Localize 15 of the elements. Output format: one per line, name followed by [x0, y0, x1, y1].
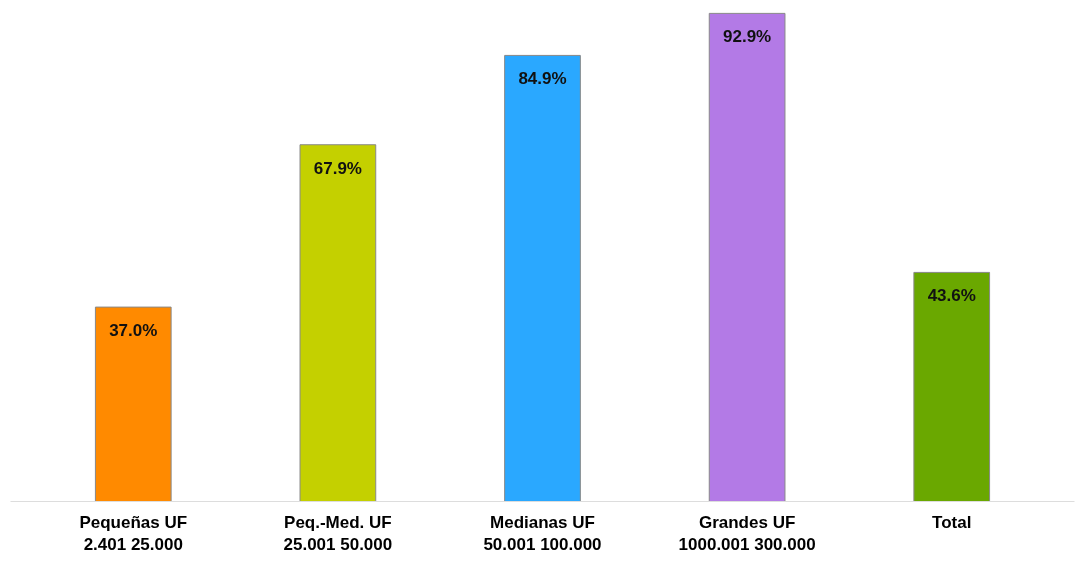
x-tick-label: Grandes UF 1000.001 300.000 [678, 512, 816, 555]
x-tick-label: Peq.-Med. UF 25.001 50.000 [283, 512, 393, 555]
data-label: 84.9% [518, 69, 567, 89]
x-tick-label: Total [932, 512, 972, 532]
bar [913, 271, 991, 502]
bar [708, 12, 786, 502]
data-label: 92.9% [723, 27, 772, 47]
bar [94, 306, 172, 502]
bar [299, 144, 377, 502]
x-tick-label: Pequeñas UF 2.401 25.000 [79, 512, 188, 555]
data-label: 67.9% [313, 158, 362, 178]
bar [504, 54, 581, 502]
data-label: 37.0% [109, 321, 158, 341]
x-tick-label: Medianas UF 50.001 100.000 [483, 512, 602, 555]
data-label: 43.6% [927, 286, 976, 306]
